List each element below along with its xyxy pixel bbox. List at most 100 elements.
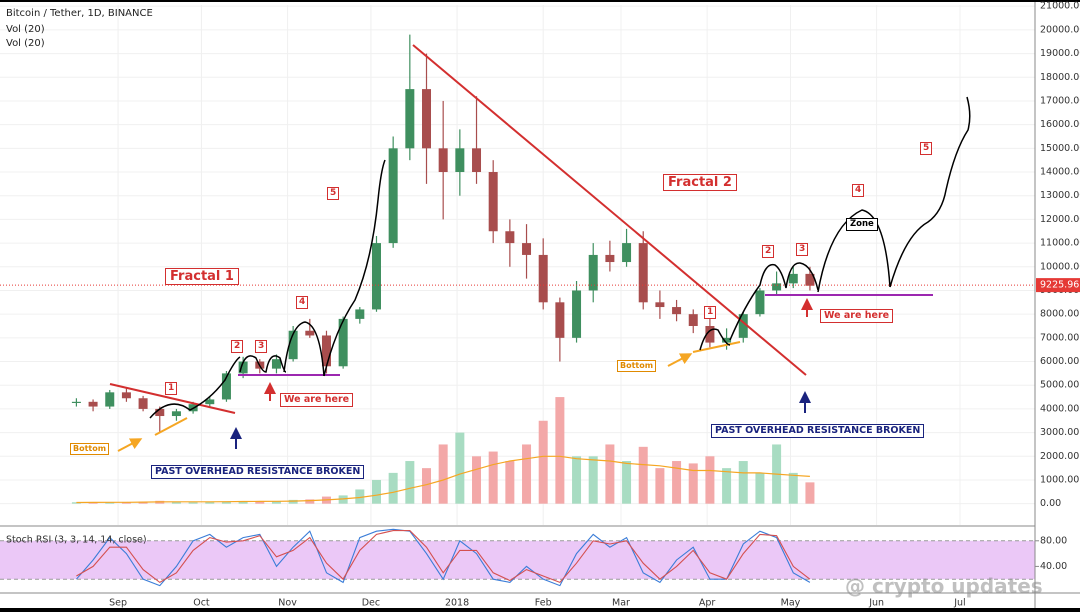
y-tick-label: 1000.00: [1040, 474, 1079, 485]
candle-body: [288, 330, 298, 360]
volume-bar: [755, 472, 765, 504]
annotation: We are here: [820, 309, 894, 323]
line-series: [75, 528, 811, 587]
candle-body: [772, 283, 782, 291]
volume-bar: [121, 502, 131, 504]
y-tick-label: 15000.00: [1040, 143, 1080, 154]
candle-body: [788, 273, 798, 284]
y-tick-label: 40.00: [1040, 561, 1067, 572]
candle-body: [355, 309, 365, 319]
volume-bar: [805, 482, 815, 504]
line-series: [76, 530, 811, 584]
annotation: 5: [327, 187, 340, 200]
volume-bar: [472, 456, 482, 504]
annotation: 3: [255, 340, 268, 353]
volume-bar: [722, 468, 732, 504]
candle-body: [722, 337, 732, 343]
volume-bar: [455, 432, 465, 504]
y-tick-label: 13000.00: [1040, 190, 1080, 201]
trendline: [692, 341, 741, 353]
x-tick-label: Nov: [278, 598, 297, 609]
volume-bar: [422, 468, 432, 504]
volume-bar: [221, 501, 231, 504]
last-price-box: [1036, 278, 1080, 293]
y-tick-label: 18000.00: [1040, 72, 1080, 83]
candle-body: [538, 254, 548, 303]
candle-body: [555, 302, 565, 338]
annotation: 2: [762, 245, 775, 258]
x-tick-label: Jun: [868, 598, 884, 609]
y-tick-label: 2000.00: [1040, 451, 1079, 462]
indicator-label: Vol (20): [6, 24, 45, 35]
y-tick-label: 16000.00: [1040, 119, 1080, 130]
candle-body: [238, 361, 248, 374]
last-price-label: 9225.96: [1040, 280, 1079, 291]
candle-body: [755, 290, 765, 315]
pattern-curve: [239, 355, 287, 373]
pattern-curve: [729, 262, 819, 341]
x-tick-label: 2018: [445, 598, 469, 609]
candle-body: [622, 243, 632, 263]
annotation: Fractal 2: [663, 174, 737, 191]
volume-bar: [555, 397, 565, 504]
candle-body: [805, 273, 815, 286]
candle-body: [505, 231, 515, 244]
y-tick-label: 6000.00: [1040, 356, 1079, 367]
candle-body: [121, 392, 131, 399]
volume-bar: [622, 461, 632, 504]
candle-body: [171, 411, 181, 417]
candle-body: [88, 401, 98, 407]
volume-bar: [171, 502, 181, 504]
pattern-curve: [149, 356, 241, 419]
watermark: @ crypto updates: [845, 574, 1043, 598]
indicator-title: Stoch RSI (3, 3, 14, 14, close): [6, 535, 147, 546]
volume-bar: [338, 495, 348, 504]
candle-body: [71, 401, 81, 403]
volume-bar: [688, 463, 698, 504]
y-tick-label: 19000.00: [1040, 48, 1080, 59]
volume-bar: [538, 420, 548, 504]
candle-body: [221, 373, 231, 400]
candle-body: [105, 392, 115, 407]
volume-bar: [388, 472, 398, 504]
y-tick-label: 5000.00: [1040, 380, 1079, 391]
annotation: 4: [296, 296, 309, 309]
frame: [0, 608, 1080, 612]
candle-body: [138, 398, 148, 409]
candle-body: [488, 172, 498, 232]
candle-body: [155, 408, 165, 417]
candle-body: [472, 148, 482, 173]
annotation: Fractal 1: [165, 268, 239, 285]
drawings: [109, 44, 971, 452]
volume-bar: [305, 499, 315, 504]
volume-bar: [255, 501, 265, 504]
volume-bar: [572, 456, 582, 504]
annotation: Zone: [846, 218, 878, 231]
candle-body: [321, 335, 331, 367]
candle-body: [305, 330, 315, 336]
volume-bar: [438, 444, 448, 504]
x-tick-label: May: [781, 598, 801, 609]
x-tick-label: Dec: [362, 598, 380, 609]
x-tick-label: Jul: [953, 598, 965, 609]
x-tick-label: Feb: [535, 598, 552, 609]
candle-body: [522, 243, 532, 255]
y-tick-label: 7000.00: [1040, 332, 1079, 343]
volume-bar: [788, 472, 798, 504]
trendline: [412, 44, 807, 376]
annotation: 3: [796, 243, 809, 256]
volume-bar: [271, 501, 281, 504]
volume-bar: [522, 444, 532, 504]
volume-bar: [138, 501, 148, 504]
candle-body: [672, 307, 682, 315]
candle-body: [438, 148, 448, 173]
volume-bar: [238, 501, 248, 504]
candle-body: [388, 148, 398, 244]
candle-body: [371, 243, 381, 310]
volume-bar: [738, 461, 748, 504]
y-tick-label: 20000.00: [1040, 24, 1080, 35]
volume-bar: [288, 499, 298, 504]
volume-bar: [355, 489, 365, 504]
volume-bar: [205, 502, 215, 504]
